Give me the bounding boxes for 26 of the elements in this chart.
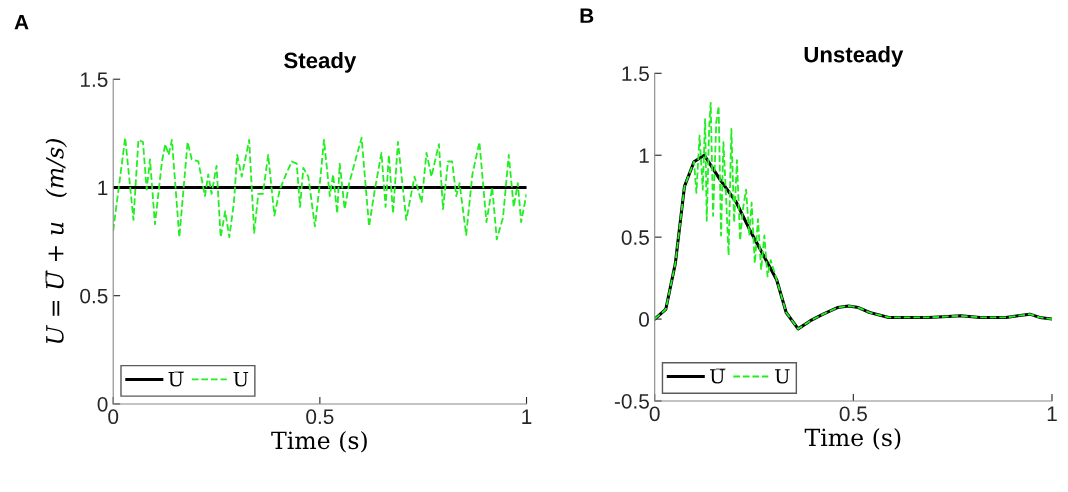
text: B bbox=[580, 8, 594, 23]
legend-label: U bbox=[233, 372, 249, 387]
x-axis-title: Time (s) bbox=[804, 428, 901, 450]
y-tick-label: 0.5 bbox=[621, 230, 649, 245]
x-tick-label: 0 bbox=[649, 406, 660, 422]
y-axis-title: U = U̅ + u (m/s) bbox=[45, 139, 68, 343]
y-tick-label: 1.5 bbox=[622, 66, 649, 82]
x-tick-label: 0.5 bbox=[306, 409, 334, 425]
y-tick-label: 1 bbox=[98, 180, 108, 195]
x-axis-title: Time (s) bbox=[271, 430, 367, 453]
legend-label: U̅ bbox=[710, 368, 726, 384]
y-tick-label: 0 bbox=[97, 396, 108, 412]
x-tick-label: 0 bbox=[108, 409, 119, 425]
y-tick-label: 1.5 bbox=[80, 72, 108, 87]
chart-title: Unsteady bbox=[804, 46, 904, 67]
text: A bbox=[14, 15, 29, 30]
y-tick-label: 0 bbox=[639, 312, 650, 327]
x-tick-label: 1 bbox=[522, 409, 532, 424]
x-tick-label: 0.5 bbox=[839, 406, 867, 422]
x-tick-label: 1 bbox=[1047, 406, 1057, 421]
y-tick-label: 0.5 bbox=[80, 288, 108, 304]
chart-title: Steady bbox=[284, 52, 357, 73]
y-tick-label: 1 bbox=[639, 148, 649, 163]
legend-label: U̅ bbox=[168, 371, 185, 387]
legend-label: U bbox=[775, 369, 790, 384]
y-tick-label: -0.5 bbox=[614, 393, 649, 409]
